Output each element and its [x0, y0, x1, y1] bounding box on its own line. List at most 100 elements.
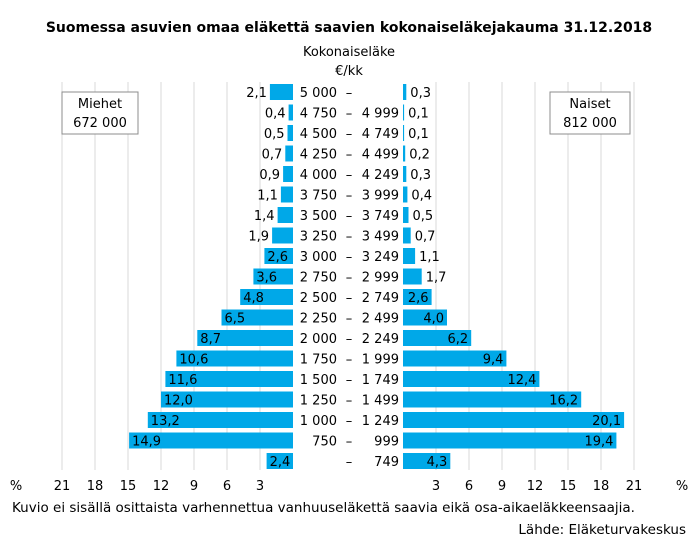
category-low: 1 500 [300, 373, 337, 388]
bar-men [277, 207, 293, 223]
category-high: 3 749 [362, 209, 399, 224]
legend-men-name: Miehet [78, 97, 122, 112]
value-label-women: 0,5 [413, 209, 434, 224]
bar-men [287, 125, 293, 141]
value-label-women: 12,4 [507, 373, 536, 388]
value-label-men: 0,7 [262, 148, 283, 163]
tick-label-left: 12 [153, 479, 170, 494]
legend-men: Miehet 672 000 [61, 91, 139, 135]
category-dash: – [346, 332, 353, 347]
category-dash: – [346, 148, 353, 163]
category-low: 3 000 [300, 250, 337, 265]
tick-label-right: 12 [527, 479, 544, 494]
bar-men [240, 289, 293, 305]
tick-label-left: 21 [54, 479, 71, 494]
category-high: 1 249 [362, 414, 399, 429]
value-label-men: 3,6 [256, 271, 277, 286]
bar-women [403, 227, 411, 244]
tick-label-right: 21 [626, 479, 643, 494]
value-label-men: 0,5 [264, 127, 285, 142]
category-low: 3 750 [300, 189, 337, 204]
bar-men [288, 104, 293, 121]
bar-men [253, 268, 293, 285]
category-dash: – [346, 189, 353, 204]
value-label-men: 2,1 [246, 86, 267, 101]
bars: 2,1 0,3 0,4 0,1 0,5 0,1 0,7 0,2 0,9 0,3 1,1 0,4 1,4 0… [129, 84, 625, 470]
category-dash: – [346, 209, 353, 224]
value-label-women: 2,6 [408, 291, 429, 306]
bar-women [403, 166, 407, 182]
category-high: 1 499 [362, 394, 399, 409]
bar-men [197, 330, 293, 346]
category-high: 4 249 [362, 168, 399, 183]
category-dash: – [346, 168, 353, 183]
category-high: 3 999 [362, 189, 399, 204]
value-label-men: 2,6 [267, 250, 288, 265]
bar-women [403, 432, 617, 449]
bar-women [403, 104, 405, 121]
value-label-men: 10,6 [179, 353, 208, 368]
category-dash: – [346, 127, 353, 142]
value-label-men: 8,7 [200, 332, 221, 347]
value-label-women: 20,1 [592, 414, 621, 429]
source: Lähde: Eläketurvakeskus [518, 522, 686, 538]
value-label-women: 6,2 [448, 332, 469, 347]
category-dash: – [346, 291, 353, 306]
bar-women [403, 391, 582, 408]
category-dash: – [346, 394, 353, 409]
category-high: 2 499 [362, 312, 399, 327]
bar-women [403, 207, 409, 223]
category-high: 3 499 [362, 230, 399, 245]
value-label-men: 13,2 [151, 414, 180, 429]
bar-men [161, 391, 293, 408]
bar-women [403, 350, 507, 367]
category-high: 749 [374, 455, 399, 470]
value-label-women: 9,4 [483, 353, 504, 368]
value-label-men: 4,8 [243, 291, 264, 306]
category-low: 1 250 [300, 394, 337, 409]
category-dash: – [346, 86, 353, 101]
value-label-men: 12,0 [164, 394, 193, 409]
percent-label-right: % [676, 479, 688, 494]
tick-label-left: 3 [256, 479, 264, 494]
category-high: 1 999 [362, 353, 399, 368]
percent-label-left: % [10, 479, 22, 494]
category-high: 2 749 [362, 291, 399, 306]
bar-women [403, 412, 625, 428]
legend-men-count: 672 000 [73, 116, 127, 131]
bar-women [403, 248, 416, 264]
value-label-women: 1,1 [419, 250, 440, 265]
value-label-women: 0,7 [415, 230, 436, 245]
tick-label-left: 18 [87, 479, 104, 494]
category-dash: – [346, 312, 353, 327]
value-label-women: 0,4 [411, 189, 432, 204]
bar-women [403, 186, 408, 203]
category-dash: – [346, 107, 353, 122]
tick-label-right: 9 [498, 479, 506, 494]
bar-women [403, 330, 472, 346]
bar-women [403, 125, 405, 141]
tick-label-left: 15 [120, 479, 137, 494]
tick-label-left: 6 [223, 479, 231, 494]
value-label-men: 2,4 [270, 455, 291, 470]
bar-women [403, 309, 447, 326]
category-low: 1 750 [300, 353, 337, 368]
value-label-men: 1,9 [248, 230, 269, 245]
bar-women [403, 84, 407, 100]
legend-women-name: Naiset [569, 97, 610, 112]
value-label-women: 19,4 [584, 435, 613, 450]
category-dash: – [346, 435, 353, 450]
category-low: 3 250 [300, 230, 337, 245]
value-label-men: 0,4 [265, 107, 286, 122]
category-low: 4 000 [300, 168, 337, 183]
bar-men [280, 186, 293, 203]
value-label-women: 0,1 [408, 127, 429, 142]
category-low: 750 [312, 435, 337, 450]
value-label-men: 0,9 [259, 168, 280, 183]
value-label-men: 1,4 [254, 209, 275, 224]
category-dash: – [346, 373, 353, 388]
axis-title-line1: Kokonaiseläke [303, 45, 395, 60]
bar-men [264, 248, 293, 264]
value-label-women: 0,3 [410, 86, 431, 101]
